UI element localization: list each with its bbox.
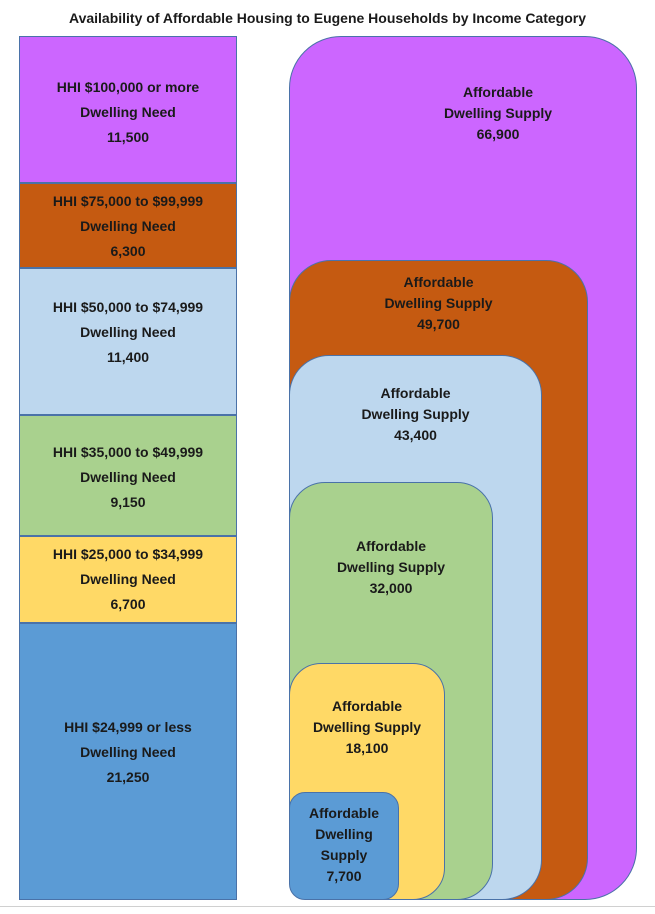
supply-line2: Dwelling Supply xyxy=(336,559,446,575)
need-label: Dwelling Need xyxy=(80,218,176,234)
supply-value: 66,900 xyxy=(476,126,520,142)
need-value: 9,150 xyxy=(110,494,146,510)
need-block-50k-74k: HHI $50,000 to $74,999 Dwelling Need 11,… xyxy=(19,268,237,415)
need-income-label: HHI $24,999 or less xyxy=(64,719,192,735)
need-label: Dwelling Need xyxy=(80,104,176,120)
supply-line3: Supply xyxy=(320,847,368,863)
need-income-label: HHI $50,000 to $74,999 xyxy=(52,299,204,315)
need-value: 11,500 xyxy=(106,129,150,145)
need-label: Dwelling Need xyxy=(80,571,176,587)
supply-line2: Dwelling Supply xyxy=(361,406,470,422)
supply-line1: Affordable xyxy=(380,385,451,401)
supply-value: 49,700 xyxy=(417,316,460,332)
need-block-75k-99k: HHI $75,000 to $99,999 Dwelling Need 6,3… xyxy=(19,183,237,268)
supply-line2: Dwelling Supply xyxy=(384,295,493,311)
need-value: 6,300 xyxy=(110,243,146,259)
supply-value: 18,100 xyxy=(345,740,389,756)
need-value: 11,400 xyxy=(106,349,150,365)
supply-line1: Affordable xyxy=(332,698,402,714)
supply-line1: Affordable xyxy=(463,84,533,100)
supply-line1: Affordable xyxy=(403,274,474,290)
need-block-25k-34k: HHI $25,000 to $34,999 Dwelling Need 6,7… xyxy=(19,536,237,623)
supply-line2: Dwelling xyxy=(315,826,373,842)
supply-value: 7,700 xyxy=(326,868,362,884)
supply-line1: Affordable xyxy=(309,805,379,821)
supply-line2: Dwelling Supply xyxy=(443,105,553,121)
diagram-title: Availability of Affordable Housing to Eu… xyxy=(68,10,587,26)
need-income-label: HHI $25,000 to $34,999 xyxy=(52,546,204,562)
supply-line1: Affordable xyxy=(356,538,426,554)
supply-block-24k-or-less: Affordable Dwelling Supply 7,700 xyxy=(289,792,399,900)
supply-value: 32,000 xyxy=(369,580,413,596)
need-label: Dwelling Need xyxy=(80,469,176,485)
need-block-24k-or-less: HHI $24,999 or less Dwelling Need 21,250 xyxy=(19,623,237,900)
bottom-divider xyxy=(0,906,655,907)
need-value: 6,700 xyxy=(110,596,146,612)
supply-line2: Dwelling Supply xyxy=(312,719,422,735)
need-income-label: HHI $35,000 to $49,999 xyxy=(52,444,204,460)
need-income-label: HHI $75,000 to $99,999 xyxy=(52,193,204,209)
need-block-35k-49k: HHI $35,000 to $49,999 Dwelling Need 9,1… xyxy=(19,415,237,536)
supply-value: 43,400 xyxy=(394,427,437,443)
need-value: 21,250 xyxy=(106,769,150,785)
need-income-label: HHI $100,000 or more xyxy=(56,79,200,95)
need-label: Dwelling Need xyxy=(80,324,176,340)
need-block-100k-plus: HHI $100,000 or more Dwelling Need 11,50… xyxy=(19,36,237,183)
need-label: Dwelling Need xyxy=(80,744,176,760)
